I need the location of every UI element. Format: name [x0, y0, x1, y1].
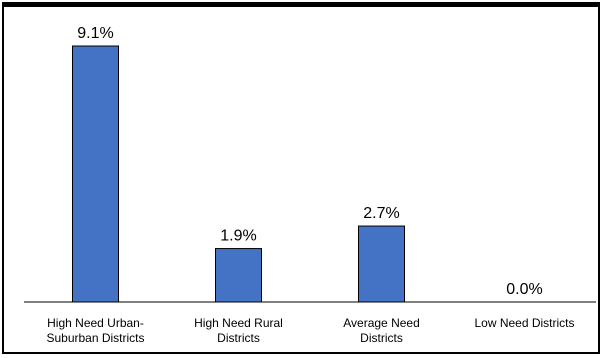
category-labels: High Need Urban-Suburban Districts High N… — [46, 316, 574, 345]
value-label-4: 0.0% — [506, 281, 542, 298]
bar-3 — [358, 225, 405, 303]
bar-2 — [215, 248, 262, 303]
bar-1 — [72, 45, 119, 303]
category-label-3: Average Need Districts — [343, 316, 420, 345]
category-label-1: High Need Urban-Suburban Districts — [46, 316, 144, 345]
category-label-2: High Need Rural Districts — [194, 316, 283, 345]
bars — [72, 45, 405, 303]
value-labels: 9.1% 1.9% 2.7% 0.0% — [77, 25, 542, 298]
category-label-4: Low Need Districts — [474, 316, 574, 330]
value-label-3: 2.7% — [363, 205, 399, 222]
value-label-2: 1.9% — [220, 228, 256, 245]
value-label-1: 9.1% — [77, 25, 113, 42]
